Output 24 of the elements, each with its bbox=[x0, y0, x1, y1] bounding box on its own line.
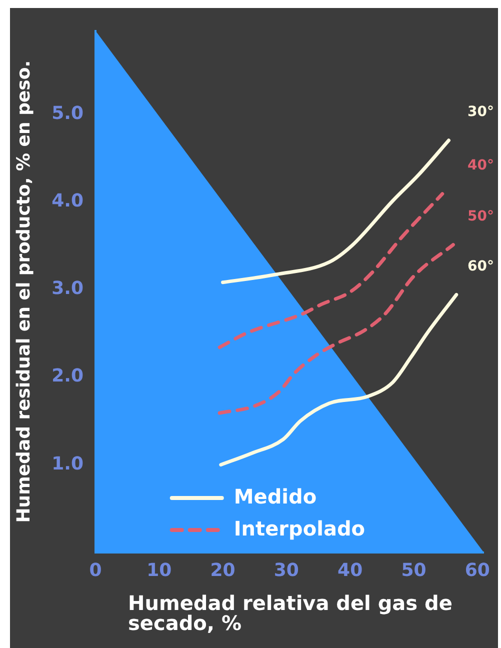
line-series bbox=[219, 292, 458, 466]
y-tick-label: 5.0 bbox=[52, 102, 84, 124]
annotation: Interpolado bbox=[234, 516, 366, 540]
x-axis-title: Humedad relativa del gas de secado, % bbox=[128, 591, 454, 635]
series-label: 60° bbox=[468, 258, 494, 274]
series-label: 30° bbox=[468, 104, 494, 120]
line-series bbox=[218, 242, 455, 415]
series-label: 50° bbox=[468, 208, 494, 224]
y-tick-label: 4.0 bbox=[52, 190, 84, 212]
x-tick-label: 40 bbox=[338, 560, 363, 581]
y-tick-label: 3.0 bbox=[52, 278, 84, 300]
x-tick-label: 20 bbox=[210, 560, 236, 581]
x-tick-label: 50 bbox=[401, 560, 426, 581]
x-tick-label: 10 bbox=[146, 560, 172, 581]
annotation: Medido bbox=[234, 484, 317, 508]
text: 40° bbox=[468, 157, 494, 174]
x-tick-label: 60 bbox=[464, 560, 490, 581]
x-tick-label: 0 bbox=[89, 560, 102, 581]
y-tick-label: 2.0 bbox=[52, 366, 84, 387]
y-axis-title: Humedad residual en el producto, % en peso. bbox=[13, 60, 34, 523]
line-series bbox=[218, 192, 444, 350]
line-series bbox=[221, 138, 450, 284]
y-tick-label: 1.0 bbox=[52, 453, 84, 474]
x-tick-label: 30 bbox=[274, 560, 299, 581]
